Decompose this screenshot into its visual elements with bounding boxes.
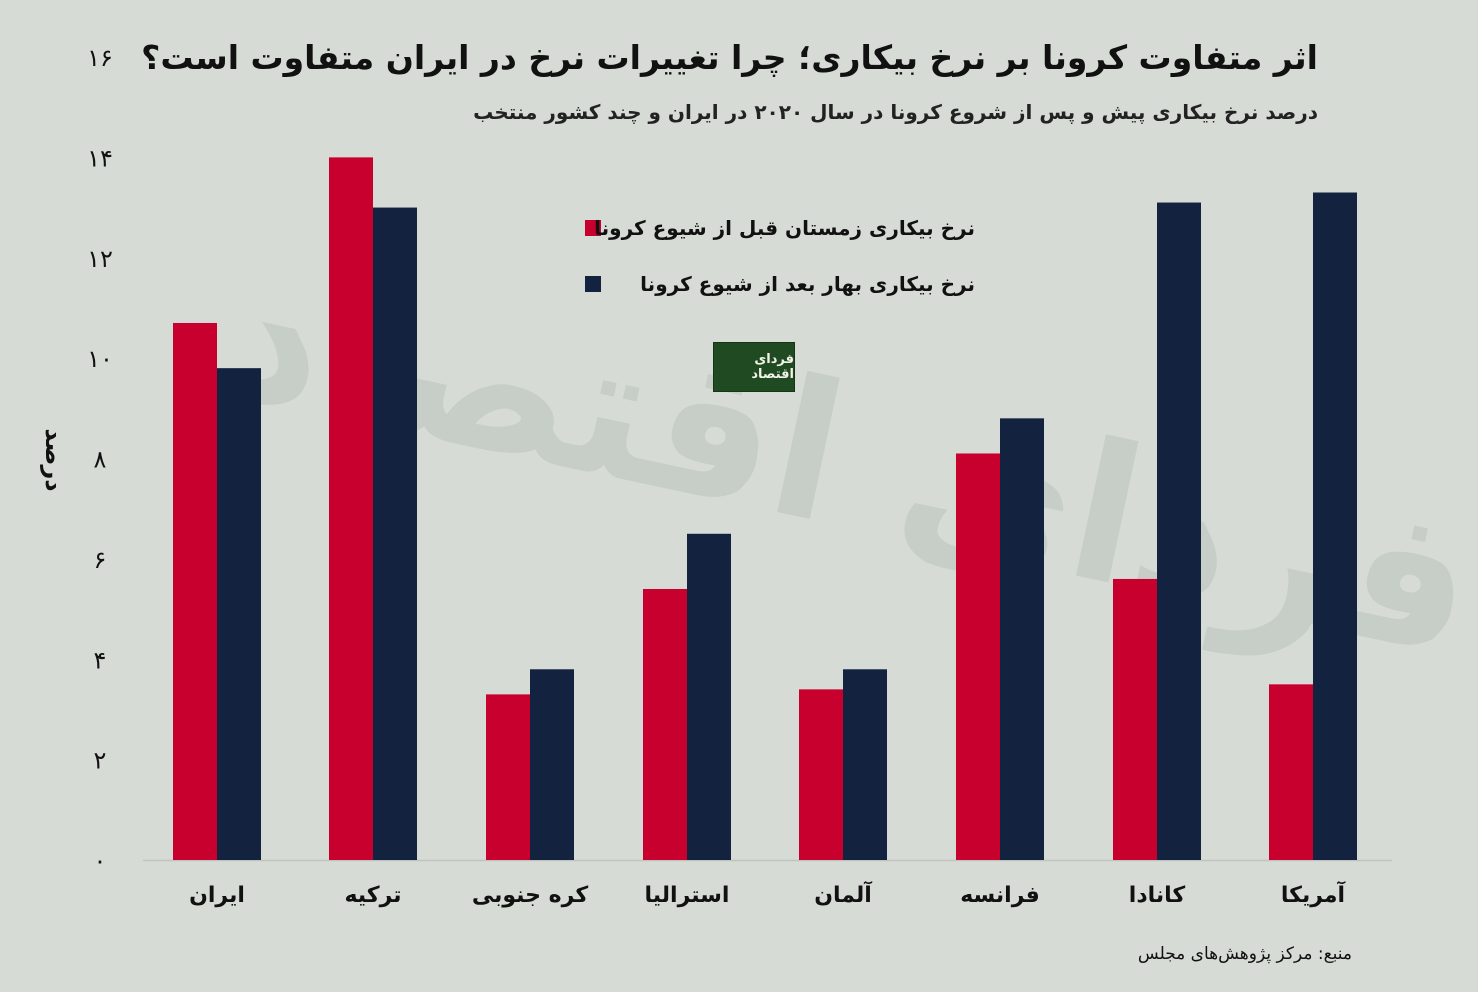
bar-before — [799, 689, 843, 860]
x-tick-label: کره جنوبی — [472, 883, 588, 908]
bar-after — [687, 533, 731, 860]
y-tick-label: ۱۰ — [87, 345, 113, 373]
bar-after — [1000, 418, 1044, 860]
bar-before — [1113, 578, 1157, 860]
bar-after — [843, 669, 887, 860]
bar-before — [486, 694, 530, 860]
x-tick-label: ایران — [189, 883, 245, 908]
bar-before — [956, 453, 1000, 860]
legend-label: نرخ بیکاری بهار بعد از شیوع کرونا — [640, 272, 975, 296]
x-tick-label: آلمان — [814, 880, 872, 908]
y-tick-label: ۱۲ — [87, 245, 113, 273]
legend-label: نرخ بیکاری زمستان قبل از شیوع کرونا — [594, 216, 975, 240]
legend-swatch — [585, 220, 601, 236]
bar-before — [173, 322, 217, 860]
bar-after — [1157, 202, 1201, 860]
bar-after — [217, 368, 261, 860]
source-note: منبع: مرکز پژوهش‌های مجلس — [1137, 944, 1352, 964]
x-tick-label: آمریکا — [1281, 880, 1346, 908]
bar-before — [1269, 684, 1313, 860]
y-tick-label: ۴ — [94, 646, 107, 674]
y-tick-label: ۸ — [94, 446, 107, 474]
bar-after — [1313, 192, 1357, 861]
x-tick-label: فرانسه — [960, 883, 1040, 908]
y-axis-label: درصد — [40, 428, 68, 491]
y-tick-label: ۱۶ — [87, 44, 113, 72]
y-tick-label: ۲ — [94, 747, 107, 775]
x-tick-label: ترکیه — [344, 883, 401, 908]
y-tick-label: ۱۴ — [87, 144, 113, 172]
y-tick-label: ۰ — [94, 847, 107, 875]
bar-before — [329, 157, 373, 860]
chart-subtitle: درصد نرخ بیکاری پیش و پس از شروع کرونا د… — [473, 100, 1318, 124]
bar-before — [643, 588, 687, 860]
bar-after — [373, 207, 417, 860]
brand-logo: فردای اقتصاد — [713, 342, 795, 392]
y-tick-label: ۶ — [94, 546, 107, 574]
x-tick-label: استرالیا — [645, 883, 730, 908]
x-tick-label: کانادا — [1129, 883, 1186, 908]
legend-swatch — [585, 276, 601, 292]
bar-after — [530, 669, 574, 860]
chart-title: اثر متفاوت کرونا بر نرخ بیکاری؛ چرا تغیی… — [141, 38, 1318, 77]
